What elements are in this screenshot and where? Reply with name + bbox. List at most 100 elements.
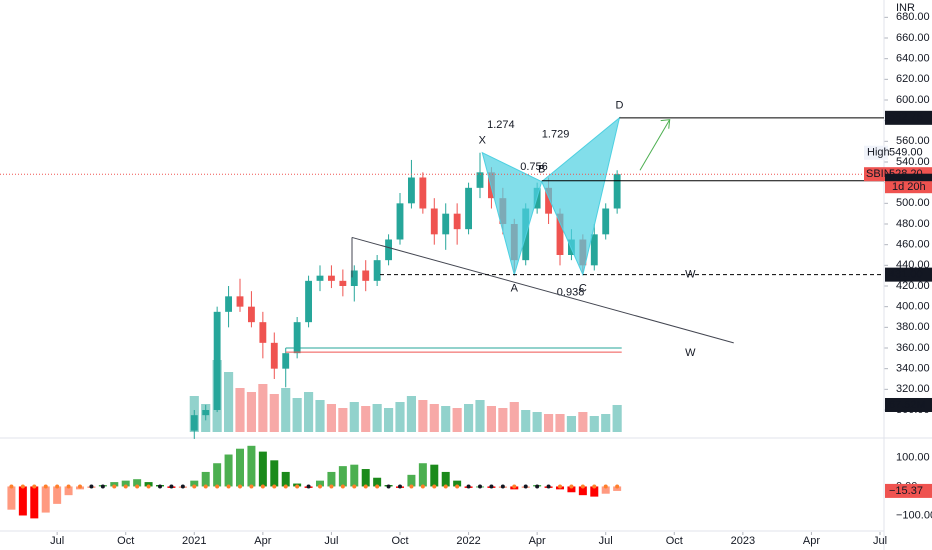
x-tick-label: Apr — [803, 535, 820, 547]
volume-bar — [372, 404, 382, 432]
candle-body — [362, 270, 370, 281]
candle-body — [339, 280, 347, 286]
volume-bar — [315, 400, 325, 432]
arrow-head — [660, 119, 671, 129]
osc-bar — [316, 480, 324, 487]
osc-dot — [112, 484, 117, 489]
candle-body — [293, 322, 301, 354]
osc-dot — [592, 484, 597, 489]
osc-tag: −15.37 — [889, 485, 923, 497]
osc-bar — [407, 474, 416, 487]
candle-body — [190, 415, 198, 431]
candle-body — [202, 410, 210, 416]
price-tag-bg — [885, 267, 932, 282]
osc-dot — [169, 484, 174, 489]
pattern-triangle — [541, 116, 621, 277]
volume-bar — [349, 402, 359, 432]
trendline — [351, 236, 734, 344]
osc-dot — [443, 484, 448, 489]
osc-bar — [567, 486, 576, 493]
osc-bar — [144, 482, 153, 487]
countdown: 1d 20h — [892, 181, 926, 193]
candle-body — [282, 353, 290, 369]
osc-dot — [32, 484, 37, 489]
x-tick-label: 2022 — [456, 535, 480, 547]
y-tick-label: 640.00 — [896, 53, 930, 65]
osc-dot — [478, 484, 482, 489]
osc-dot — [409, 484, 414, 489]
y-tick-label: 500.00 — [896, 197, 930, 209]
candle-body — [613, 174, 621, 209]
x-tick-label: Oct — [391, 535, 408, 547]
volume-bar — [589, 416, 599, 432]
candle-body — [373, 260, 381, 281]
candle-body — [602, 208, 610, 235]
candle-body — [556, 213, 564, 255]
volume-bar — [532, 412, 542, 432]
x-tick-label: 2023 — [731, 535, 755, 547]
osc-dot — [238, 484, 242, 489]
pattern-label: X — [479, 135, 487, 147]
osc-dot — [535, 484, 540, 489]
osc-dot — [215, 484, 220, 489]
osc-dot — [432, 484, 437, 489]
osc-dot — [180, 484, 185, 489]
candle-body — [453, 213, 461, 230]
symbol-bg — [864, 167, 885, 182]
x-tick-label: Jul — [599, 535, 613, 547]
osc-bar — [236, 448, 244, 487]
volume-bar — [384, 408, 394, 432]
y-tick-label: 480.00 — [896, 218, 930, 230]
volume-bar — [269, 394, 279, 432]
osc-dot — [580, 484, 585, 489]
volume-bar — [292, 398, 302, 432]
osc-bar — [350, 464, 359, 487]
candle-body — [236, 296, 244, 307]
osc-dot — [306, 484, 311, 489]
price-tag: 582.75 — [889, 112, 923, 124]
y-tick-label: 680.00 — [896, 11, 930, 23]
volume-bar — [521, 410, 531, 432]
y-tick-label: 320.00 — [896, 383, 930, 395]
volume-bar — [612, 404, 622, 432]
osc-bar — [338, 466, 347, 487]
osc-bar — [121, 480, 130, 487]
osc-bar — [270, 460, 279, 487]
volume-bar — [475, 400, 485, 432]
volume-bar — [224, 372, 234, 432]
pattern-ratio: 0.756 — [520, 161, 548, 173]
osc-dot — [375, 484, 380, 489]
candle-body — [419, 177, 427, 209]
osc-dot — [9, 484, 14, 489]
volume-bar — [281, 388, 291, 432]
volume-tag-bg — [885, 397, 932, 412]
osc-dot — [100, 484, 105, 489]
candle-body — [545, 187, 552, 214]
x-tick-label: Oct — [666, 535, 683, 547]
osc-bar — [247, 445, 256, 487]
x-tick-label: 2021 — [182, 535, 206, 547]
pattern-ratio: 1.729 — [542, 129, 570, 141]
osc-bar — [133, 479, 142, 487]
volume-bar — [235, 388, 245, 432]
volume-bar — [429, 404, 439, 432]
osc-dot — [249, 484, 254, 489]
candle-body — [465, 187, 472, 230]
volume-bar — [566, 416, 576, 432]
candle-body — [396, 203, 404, 240]
osc-bar — [18, 486, 27, 516]
osc-dot — [603, 484, 608, 489]
price-tag-bg — [885, 110, 932, 125]
volume-bar — [326, 404, 336, 432]
osc-tag-bg — [885, 483, 932, 498]
osc-bar — [30, 486, 39, 519]
osc-dot — [146, 484, 151, 489]
x-tick-label: Oct — [117, 535, 134, 547]
y-tick-label: 400.00 — [896, 301, 930, 313]
osc-bar — [578, 486, 587, 496]
osc-dot — [192, 484, 197, 489]
osc-dot — [500, 484, 505, 489]
pattern-label: A — [511, 283, 519, 295]
osc-dot — [569, 484, 574, 489]
